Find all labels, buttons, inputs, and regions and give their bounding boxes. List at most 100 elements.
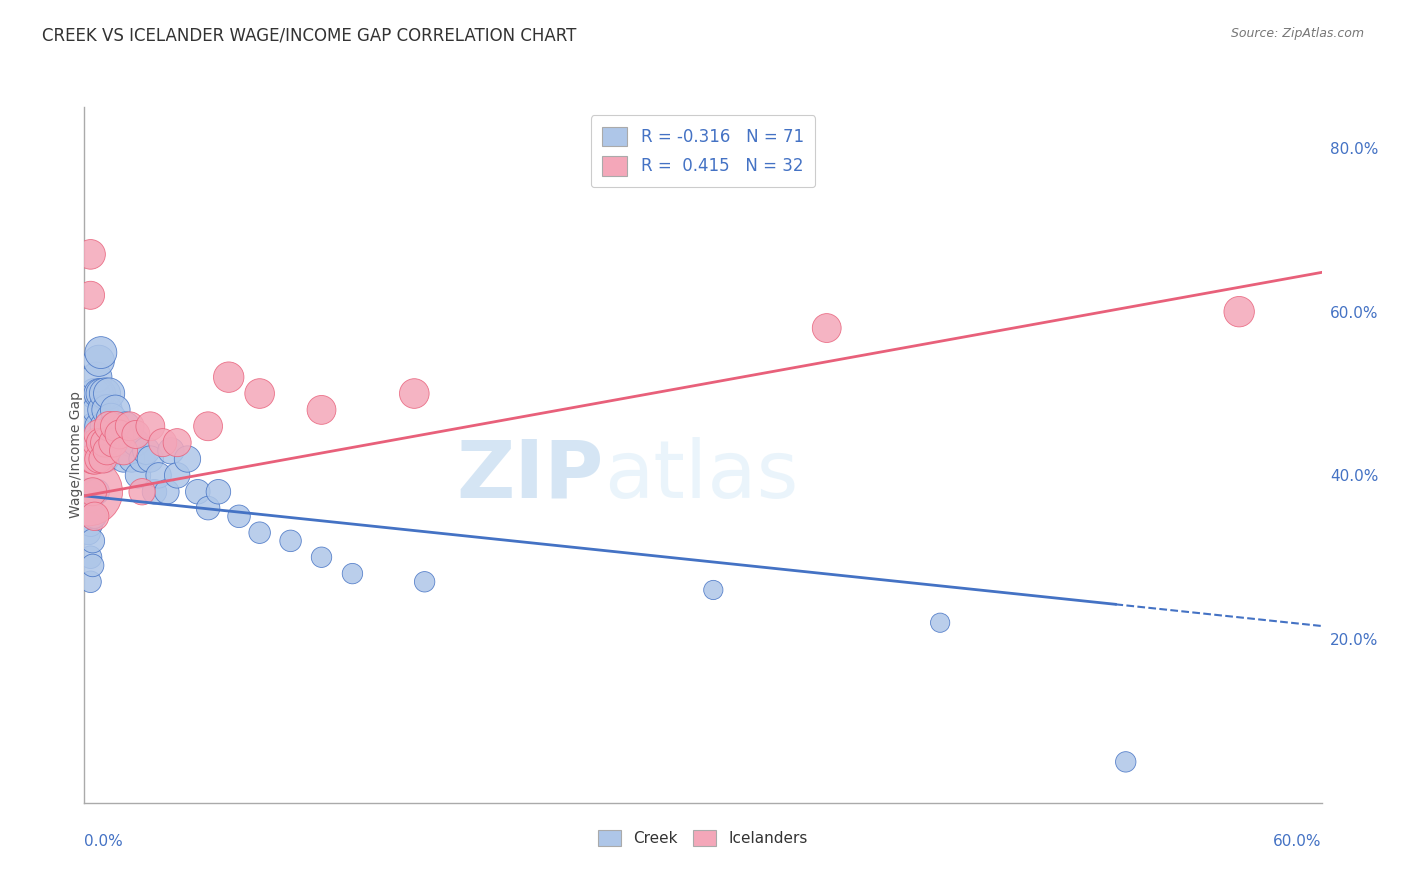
Point (96, 443, 118, 458)
Point (152, 435, 174, 450)
Point (135, 443, 157, 458)
Point (413, 574, 436, 589)
Point (98, 419, 121, 434)
Point (118, 435, 141, 450)
Point (103, 435, 125, 450)
Point (87, 386, 110, 401)
Point (176, 452, 198, 467)
Point (1115, 755, 1137, 769)
Text: Source: ZipAtlas.com: Source: ZipAtlas.com (1230, 27, 1364, 40)
Point (131, 484, 153, 499)
Point (83, 452, 105, 467)
Point (160, 443, 183, 458)
Point (90, 435, 112, 450)
Point (87, 427, 110, 442)
Point (82, 484, 104, 499)
Point (100, 411, 122, 425)
Point (98, 386, 121, 401)
Point (207, 484, 229, 499)
Point (311, 550, 333, 565)
Point (86, 370, 108, 384)
Point (90, 345, 112, 359)
Point (156, 484, 179, 499)
Point (83, 484, 105, 499)
Point (94, 419, 117, 434)
Point (86, 403, 108, 417)
Point (100, 443, 122, 458)
Point (87, 452, 110, 467)
Point (96, 403, 118, 417)
Text: 60.0%: 60.0% (1274, 834, 1322, 849)
Point (82, 452, 104, 467)
Point (125, 435, 148, 450)
Point (90, 386, 112, 401)
Point (94, 452, 117, 467)
Point (1227, 304, 1250, 318)
Point (166, 435, 188, 450)
Point (815, 321, 838, 335)
Point (90, 435, 112, 450)
Point (187, 484, 209, 499)
Point (108, 427, 131, 442)
Point (166, 468, 188, 483)
Point (87, 419, 110, 434)
Point (280, 533, 302, 548)
Text: atlas: atlas (605, 437, 799, 515)
Point (79, 492, 101, 507)
Point (82, 452, 104, 467)
Point (98, 427, 121, 442)
Point (249, 525, 271, 540)
Point (83, 419, 105, 434)
Point (83, 509, 105, 524)
Point (86, 484, 108, 499)
Point (112, 443, 135, 458)
Text: CREEK VS ICELANDER WAGE/INCOME GAP CORRELATION CHART: CREEK VS ICELANDER WAGE/INCOME GAP CORRE… (42, 27, 576, 45)
Point (77, 525, 100, 540)
Point (82, 484, 104, 499)
Point (249, 386, 271, 401)
Point (108, 443, 131, 458)
Point (112, 452, 135, 467)
Point (79, 247, 101, 261)
Point (79, 550, 101, 565)
Point (94, 435, 117, 450)
Point (702, 582, 724, 597)
Y-axis label: Wage/Income Gap: Wage/Income Gap (69, 392, 83, 518)
Point (929, 615, 952, 630)
Point (404, 386, 426, 401)
Legend: Creek, Icelanders: Creek, Icelanders (593, 826, 813, 851)
Point (105, 435, 128, 450)
Point (104, 419, 127, 434)
Point (87, 353, 110, 368)
Point (131, 452, 153, 467)
Point (79, 452, 101, 467)
Point (77, 484, 100, 499)
Point (79, 574, 101, 589)
Point (110, 427, 132, 442)
Point (83, 509, 105, 524)
Point (82, 533, 104, 548)
Point (103, 419, 125, 434)
Point (114, 419, 136, 434)
Text: ZIP: ZIP (457, 437, 605, 515)
Point (127, 468, 149, 483)
Point (228, 509, 250, 524)
Point (197, 501, 219, 516)
Point (86, 435, 108, 450)
Point (91, 403, 114, 417)
Point (83, 386, 105, 401)
Point (83, 452, 105, 467)
Point (77, 484, 100, 499)
Point (342, 566, 364, 581)
Point (139, 452, 162, 467)
Point (104, 403, 127, 417)
Point (86, 435, 108, 450)
Point (121, 452, 143, 467)
Point (148, 468, 170, 483)
Point (91, 452, 114, 467)
Point (79, 517, 101, 532)
Point (118, 419, 141, 434)
Point (311, 403, 333, 417)
Point (87, 452, 110, 467)
Point (139, 419, 162, 434)
